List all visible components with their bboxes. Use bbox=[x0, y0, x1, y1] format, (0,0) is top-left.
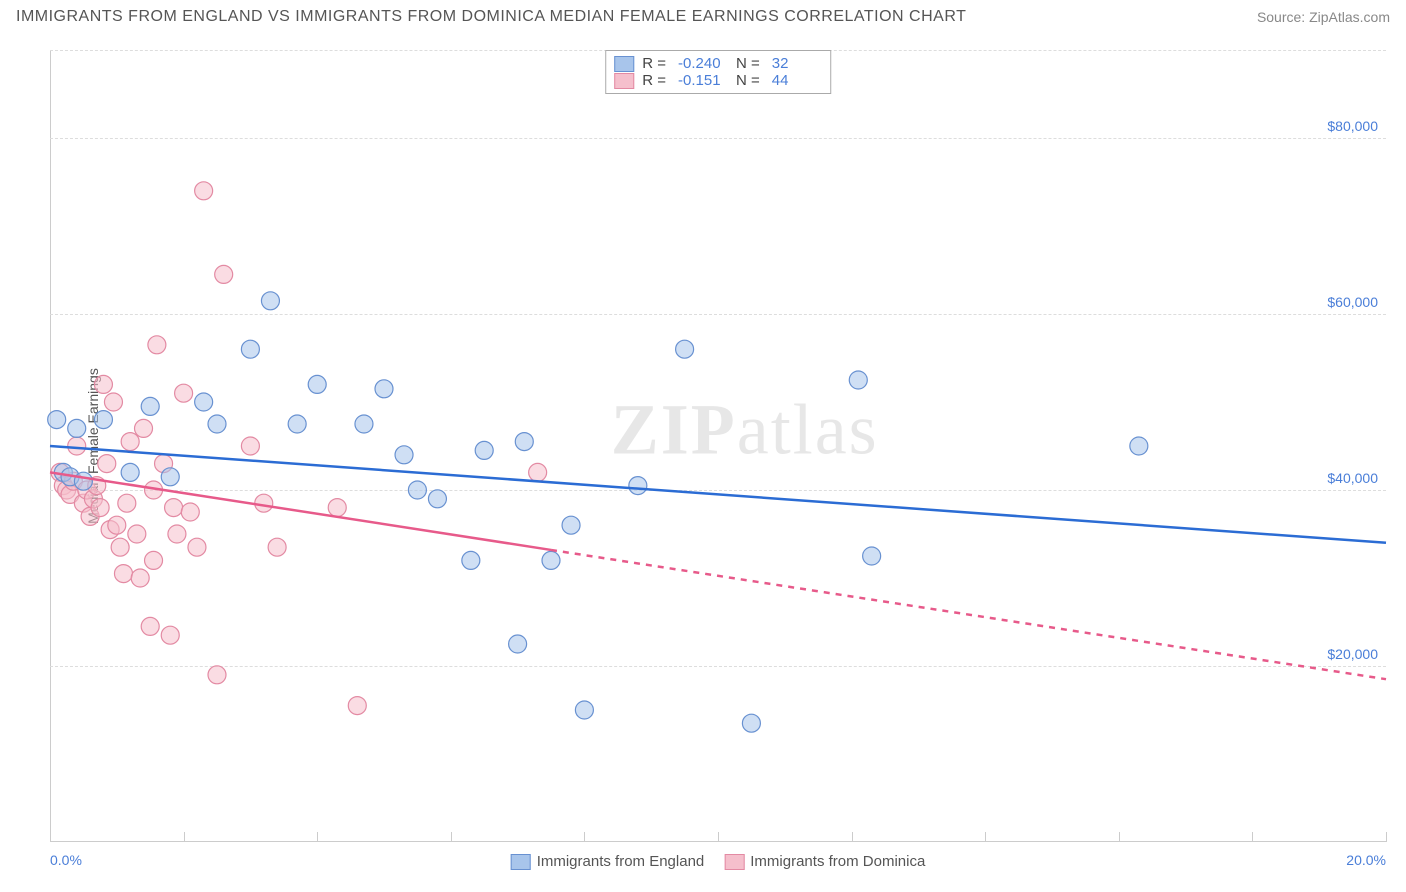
data-point bbox=[375, 380, 393, 398]
data-point bbox=[328, 499, 346, 517]
x-tick-min: 0.0% bbox=[50, 852, 82, 868]
data-point bbox=[135, 419, 153, 437]
r-value-dominica: -0.151 bbox=[678, 72, 728, 89]
data-point bbox=[104, 393, 122, 411]
r-label: R = bbox=[642, 72, 666, 89]
data-point bbox=[355, 415, 373, 433]
legend-row-england: R = -0.240 N = 32 bbox=[614, 55, 822, 72]
legend-item-england: Immigrants from England bbox=[511, 853, 705, 870]
data-point bbox=[863, 547, 881, 565]
data-point bbox=[308, 375, 326, 393]
data-point bbox=[515, 433, 533, 451]
legend-label-dominica: Immigrants from Dominica bbox=[750, 853, 925, 870]
source-credit: Source: ZipAtlas.com bbox=[1257, 9, 1390, 25]
swatch-england bbox=[511, 854, 531, 870]
data-point bbox=[121, 463, 139, 481]
data-point bbox=[118, 494, 136, 512]
data-point bbox=[849, 371, 867, 389]
data-point bbox=[562, 516, 580, 534]
legend-correlation: R = -0.240 N = 32 R = -0.151 N = 44 bbox=[605, 50, 831, 94]
data-point bbox=[509, 635, 527, 653]
data-point bbox=[48, 411, 66, 429]
data-point bbox=[208, 415, 226, 433]
data-point bbox=[475, 441, 493, 459]
n-value-england: 32 bbox=[772, 55, 822, 72]
data-point bbox=[348, 697, 366, 715]
data-point bbox=[188, 538, 206, 556]
data-point bbox=[161, 468, 179, 486]
scatter-plot bbox=[50, 50, 1386, 842]
data-point bbox=[529, 463, 547, 481]
data-point bbox=[195, 182, 213, 200]
data-point bbox=[131, 569, 149, 587]
legend-item-dominica: Immigrants from Dominica bbox=[724, 853, 925, 870]
trendline bbox=[50, 446, 1386, 543]
data-point bbox=[261, 292, 279, 310]
data-point bbox=[208, 666, 226, 684]
data-point bbox=[121, 433, 139, 451]
data-point bbox=[215, 265, 233, 283]
swatch-dominica bbox=[724, 854, 744, 870]
swatch-england bbox=[614, 56, 634, 72]
data-point bbox=[141, 397, 159, 415]
data-point bbox=[91, 499, 109, 517]
data-point bbox=[676, 340, 694, 358]
data-point bbox=[255, 494, 273, 512]
data-point bbox=[195, 393, 213, 411]
data-point bbox=[161, 626, 179, 644]
r-value-england: -0.240 bbox=[678, 55, 728, 72]
x-tick bbox=[1386, 832, 1387, 842]
data-point bbox=[141, 617, 159, 635]
data-point bbox=[165, 499, 183, 517]
data-point bbox=[68, 419, 86, 437]
legend-label-england: Immigrants from England bbox=[537, 853, 705, 870]
data-point bbox=[175, 384, 193, 402]
data-point bbox=[542, 551, 560, 569]
data-point bbox=[94, 375, 112, 393]
trendline bbox=[551, 550, 1386, 679]
data-point bbox=[148, 336, 166, 354]
data-point bbox=[462, 551, 480, 569]
data-point bbox=[181, 503, 199, 521]
legend-row-dominica: R = -0.151 N = 44 bbox=[614, 72, 822, 89]
data-point bbox=[742, 714, 760, 732]
chart-title: IMMIGRANTS FROM ENGLAND VS IMMIGRANTS FR… bbox=[16, 8, 966, 26]
data-point bbox=[395, 446, 413, 464]
data-point bbox=[629, 477, 647, 495]
n-value-dominica: 44 bbox=[772, 72, 822, 89]
swatch-dominica bbox=[614, 73, 634, 89]
data-point bbox=[168, 525, 186, 543]
data-point bbox=[268, 538, 286, 556]
n-label: N = bbox=[736, 72, 760, 89]
data-point bbox=[288, 415, 306, 433]
data-point bbox=[94, 411, 112, 429]
data-point bbox=[114, 565, 132, 583]
data-point bbox=[241, 437, 259, 455]
data-point bbox=[108, 516, 126, 534]
n-label: N = bbox=[736, 55, 760, 72]
data-point bbox=[408, 481, 426, 499]
data-point bbox=[68, 437, 86, 455]
data-point bbox=[74, 472, 92, 490]
data-point bbox=[128, 525, 146, 543]
chart-area: Median Female Earnings $20,000$40,000$60… bbox=[50, 50, 1386, 842]
data-point bbox=[428, 490, 446, 508]
data-point bbox=[145, 551, 163, 569]
data-point bbox=[98, 455, 116, 473]
data-point bbox=[575, 701, 593, 719]
data-point bbox=[111, 538, 129, 556]
data-point bbox=[1130, 437, 1148, 455]
legend-series: Immigrants from England Immigrants from … bbox=[511, 853, 926, 870]
x-tick-max: 20.0% bbox=[1346, 852, 1386, 868]
data-point bbox=[241, 340, 259, 358]
r-label: R = bbox=[642, 55, 666, 72]
